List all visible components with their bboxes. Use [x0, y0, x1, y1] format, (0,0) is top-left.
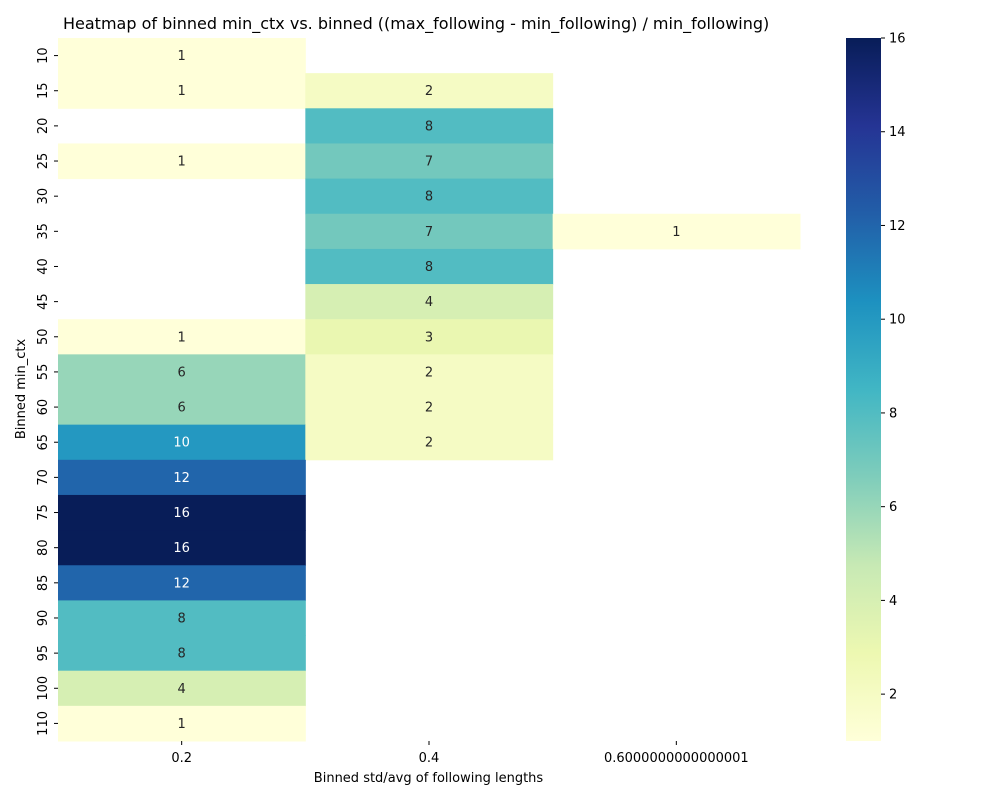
heatmap-cell: [305, 354, 554, 390]
heatmap-cell: [58, 705, 306, 742]
y-tick-label: 15: [36, 82, 51, 99]
colorbar-tick-label: 10: [889, 313, 906, 328]
y-tick-label: 80: [36, 539, 51, 556]
cell-value-label: 16: [173, 541, 190, 556]
heatmap-cell: [58, 354, 306, 390]
heatmap-cell: [58, 565, 306, 601]
heatmap-cell: [58, 38, 306, 74]
x-tick-label: 0.6000000000000001: [604, 751, 749, 766]
y-axis-ticks: 10 15 20 25 30 35 40 45 50 55 60 65 70 75 80 85 90 95 100 1…: [36, 47, 58, 736]
heatmap-cell: [58, 424, 306, 461]
colorbar-tick-label: 14: [889, 125, 906, 140]
cell-value-label: 4: [425, 295, 433, 310]
x-tick-label: 0.2: [171, 751, 192, 766]
cell-value-label: 16: [173, 506, 190, 521]
heatmap-cell: [58, 670, 306, 707]
heatmap-cells: [58, 38, 801, 742]
heatmap-cell: [305, 178, 554, 215]
cell-value-label: 6: [178, 365, 186, 380]
heatmap-cell: [305, 248, 554, 285]
cell-value-label: 1: [178, 49, 186, 64]
cell-value-label: 8: [425, 260, 433, 275]
colorbar-tick-label: 4: [889, 594, 897, 609]
cell-value-label: 8: [425, 119, 433, 134]
heatmap-cell: [305, 319, 554, 355]
chart-title: Heatmap of binned min_ctx vs. binned ((m…: [63, 14, 769, 34]
cell-value-label: 1: [178, 84, 186, 99]
heatmap-cell: [305, 389, 554, 426]
x-tick-label: 0.4: [419, 751, 440, 766]
y-tick-label: 50: [36, 329, 51, 346]
y-tick-label: 40: [36, 258, 51, 275]
y-tick-label: 95: [36, 645, 51, 662]
cell-value-label: 8: [178, 611, 186, 626]
cell-value-label: 2: [425, 436, 433, 451]
heatmap-cell: [58, 319, 306, 355]
y-tick-label: 65: [36, 434, 51, 451]
heatmap-cell: [305, 108, 554, 144]
y-tick-label: 60: [36, 399, 51, 416]
cell-value-label: 2: [425, 401, 433, 416]
cell-value-label: 12: [173, 576, 190, 591]
cell-value-label: 4: [178, 682, 186, 697]
colorbar-tick-label: 6: [889, 500, 897, 515]
cell-value-label: 8: [178, 647, 186, 662]
heatmap-cell: [305, 73, 554, 109]
y-tick-label: 55: [36, 364, 51, 381]
cell-value-label: 10: [173, 436, 190, 451]
colorbar-tick-label: 8: [889, 406, 897, 421]
y-tick-label: 25: [36, 153, 51, 170]
y-tick-label: 70: [36, 469, 51, 486]
x-axis-ticks: 0.2 0.4 0.6000000000000001: [171, 741, 749, 766]
heatmap-cell: [305, 143, 554, 180]
cell-value-label: 1: [178, 155, 186, 170]
y-tick-label: 35: [36, 223, 51, 240]
heatmap-cell: [58, 494, 306, 531]
y-tick-label: 45: [36, 293, 51, 310]
heatmap-cell: [58, 73, 306, 109]
y-tick-label: 20: [36, 118, 51, 135]
cell-value-label: 12: [173, 471, 190, 486]
colorbar-tick-label: 16: [889, 32, 906, 47]
cell-value-label: 1: [178, 717, 186, 732]
cell-value-label: 2: [425, 365, 433, 380]
y-tick-label: 110: [36, 711, 51, 736]
heatmap-cell: [58, 389, 306, 426]
y-tick-label: 100: [36, 676, 51, 701]
heatmap-cell: [552, 213, 801, 250]
cell-value-label: 7: [425, 155, 433, 170]
heatmap-cell: [58, 143, 306, 180]
colorbar-tick-label: 12: [889, 219, 906, 234]
heatmap-cell: [305, 284, 554, 320]
heatmap-cell: [305, 213, 554, 250]
heatmap-cell: [58, 635, 306, 672]
colorbar: [846, 38, 881, 741]
y-tick-label: 75: [36, 504, 51, 521]
cell-value-label: 3: [425, 330, 433, 345]
y-tick-label: 10: [36, 47, 51, 64]
colorbar-tick-label: 2: [889, 688, 897, 703]
cell-value-label: 2: [425, 84, 433, 99]
cell-value-label: 8: [425, 190, 433, 205]
cell-value-label: 1: [178, 330, 186, 345]
heatmap-cell: [58, 600, 306, 637]
heatmap-cell: [305, 424, 554, 461]
y-axis-label: Binned min_ctx: [14, 339, 29, 440]
heatmap-cell: [58, 459, 306, 496]
cell-value-label: 1: [672, 225, 680, 240]
cell-value-label: 7: [425, 225, 433, 240]
y-tick-label: 30: [36, 188, 51, 205]
colorbar-ticks: 2 4 6 8 10 12 14 16: [881, 32, 906, 703]
y-tick-label: 85: [36, 575, 51, 592]
x-axis-label: Binned std/avg of following lengths: [314, 771, 544, 786]
y-tick-label: 90: [36, 610, 51, 627]
cell-value-label: 6: [178, 401, 186, 416]
heatmap-cell: [58, 530, 306, 566]
